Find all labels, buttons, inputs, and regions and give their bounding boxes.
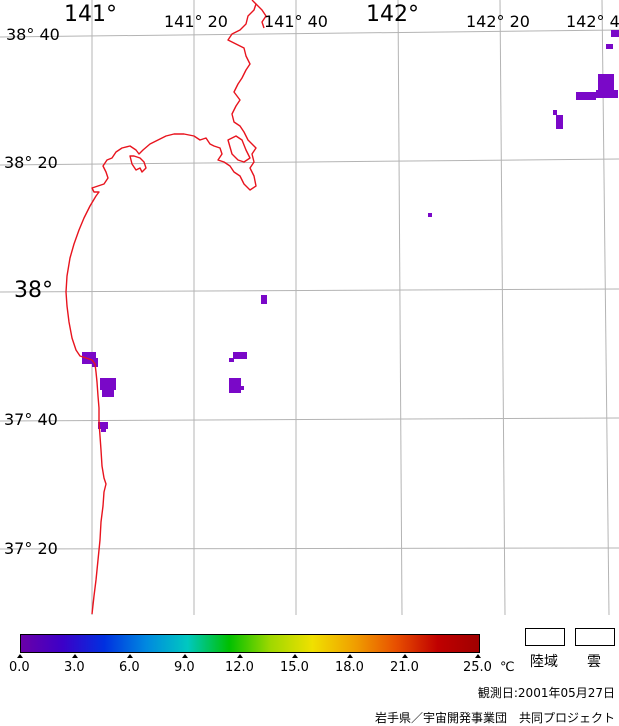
parallel-38	[0, 288, 619, 293]
lat-label-38-20: 38° 20	[4, 153, 58, 172]
lon-label-142-20: 142° 20	[466, 12, 530, 31]
sst-patch	[556, 115, 563, 129]
sst-patch	[596, 90, 618, 98]
scale-tick-label: 3.0	[64, 660, 85, 675]
sst-patch	[553, 110, 557, 115]
sst-patch	[101, 428, 106, 432]
scale-tick-label: 18.0	[335, 660, 364, 675]
scale-tick-label: 6.0	[119, 660, 140, 675]
lat-lon-grid	[0, 0, 619, 616]
lon-label-141-20: 141° 20	[164, 12, 228, 31]
scale-tick-label: 9.0	[174, 660, 195, 675]
sst-patch	[611, 30, 619, 37]
meridian-142-20	[499, 0, 506, 616]
lat-label-37-40: 37° 40	[4, 410, 58, 429]
scale-tick	[72, 654, 78, 658]
sst-patch	[233, 352, 247, 359]
sst-patch	[229, 358, 234, 362]
cloud-legend-swatch	[575, 628, 615, 646]
observation-date: 観測日:2001年05月27日	[477, 686, 615, 700]
scale-tick	[17, 654, 23, 658]
scale-tick	[292, 654, 298, 658]
sst-patch	[576, 92, 596, 100]
scale-tick	[347, 654, 353, 658]
sst-patch	[240, 386, 244, 390]
scale-tick-label: 15.0	[280, 660, 309, 675]
sst-patch	[229, 378, 241, 393]
cloud-legend-label: 雲	[587, 654, 601, 670]
lat-label-38: 38°	[14, 278, 53, 303]
land-legend-label: 陸域	[530, 654, 558, 670]
parallel-37-20	[0, 547, 619, 550]
lon-label-141-40: 141° 40	[264, 12, 328, 31]
sst-patch	[102, 388, 114, 397]
lon-label-142: 142°	[366, 2, 419, 27]
coastline-main	[65, 0, 257, 615]
scale-tick	[237, 654, 243, 658]
scale-tick-label: 25.0	[463, 660, 492, 675]
coastline-inlet	[227, 135, 251, 163]
sst-patch	[92, 358, 98, 367]
temperature-color-scale	[20, 634, 480, 653]
sst-patch	[261, 295, 267, 304]
coastline-bay	[129, 155, 147, 173]
sea-surface-temperature-map	[0, 0, 619, 616]
coastline-north	[255, 3, 267, 29]
project-credit: 岩手県／宇宙開発事業団 共同プロジェクト	[374, 711, 615, 725]
scale-tick	[127, 654, 133, 658]
scale-tick-label: 12.0	[225, 660, 254, 675]
sst-patch	[428, 213, 432, 217]
scale-tick	[402, 654, 408, 658]
land-legend-swatch	[525, 628, 565, 646]
sst-data-patches	[82, 30, 619, 432]
lat-label-37-20: 37° 20	[4, 539, 58, 558]
meridian-142-40	[601, 0, 610, 616]
scale-tick-label: 21.0	[390, 660, 419, 675]
lon-label-141: 141°	[64, 2, 117, 27]
coastline	[65, 0, 267, 615]
scale-unit: ℃	[500, 660, 515, 675]
lat-label-38-40: 38° 40	[6, 25, 60, 44]
scale-tick-label: 0.0	[9, 660, 30, 675]
parallel-38-40	[0, 29, 619, 38]
parallel-38-20	[0, 158, 619, 166]
lon-label-142-40: 142° 40	[566, 12, 619, 31]
parallel-37-40	[0, 417, 619, 422]
meridian-142	[397, 0, 403, 616]
sst-patch	[98, 422, 108, 429]
sst-patch	[598, 74, 614, 92]
scale-tick	[475, 654, 481, 658]
sst-patch	[100, 378, 116, 390]
sst-patch	[606, 44, 613, 49]
scale-tick	[182, 654, 188, 658]
